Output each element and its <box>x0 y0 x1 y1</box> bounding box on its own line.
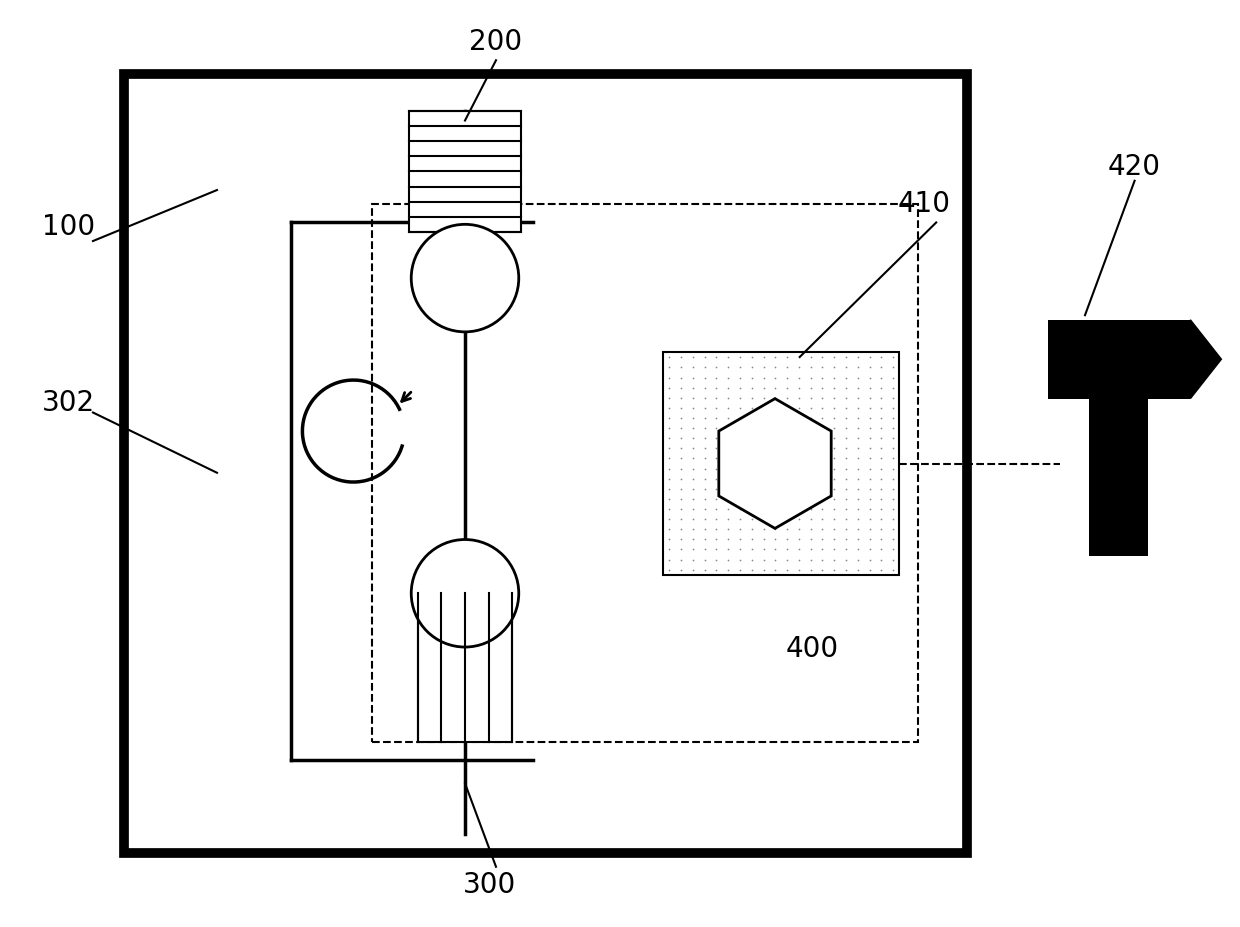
Bar <box>1089 399 1148 556</box>
Text: 410: 410 <box>898 190 950 218</box>
Ellipse shape <box>412 540 518 647</box>
Bar <box>418 593 512 742</box>
Bar <box>663 352 899 575</box>
Polygon shape <box>1190 320 1221 399</box>
Bar <box>409 111 521 232</box>
Ellipse shape <box>412 224 518 332</box>
Text: 200: 200 <box>470 28 522 56</box>
Polygon shape <box>719 399 831 528</box>
Bar <box>1048 320 1190 399</box>
Bar <box>124 74 967 853</box>
Text: 300: 300 <box>464 871 516 899</box>
Text: 420: 420 <box>1109 153 1161 181</box>
Text: 400: 400 <box>786 635 838 663</box>
Text: 302: 302 <box>42 389 94 417</box>
Bar <box>372 204 918 742</box>
Text: 100: 100 <box>42 213 94 241</box>
